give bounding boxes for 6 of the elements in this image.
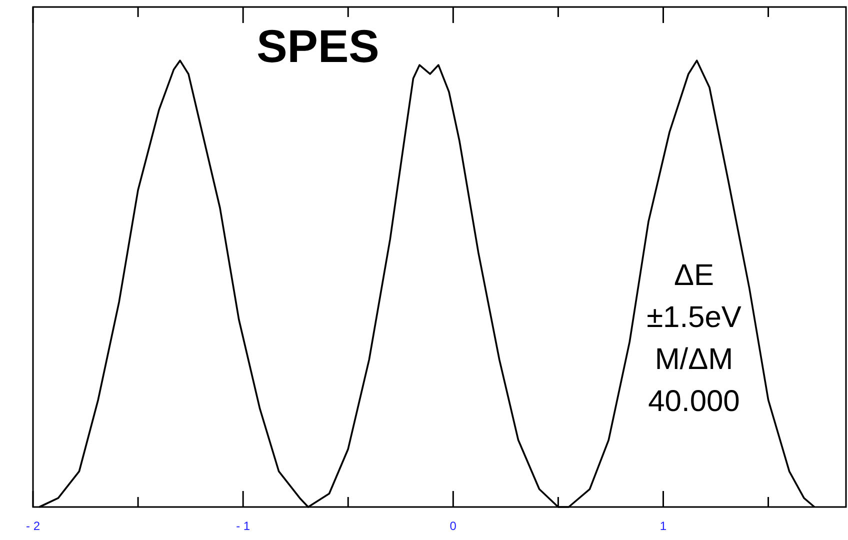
x-tick-label: 0 bbox=[450, 519, 457, 533]
x-tick-label: 1 bbox=[660, 519, 667, 533]
annotation: ΔE ±1.5eV M/ΔM 40.000 bbox=[646, 259, 742, 418]
x-tick-label: - 1 bbox=[236, 519, 250, 533]
x-tick-label: - 2 bbox=[26, 519, 40, 533]
annotation: SPES bbox=[256, 20, 380, 72]
